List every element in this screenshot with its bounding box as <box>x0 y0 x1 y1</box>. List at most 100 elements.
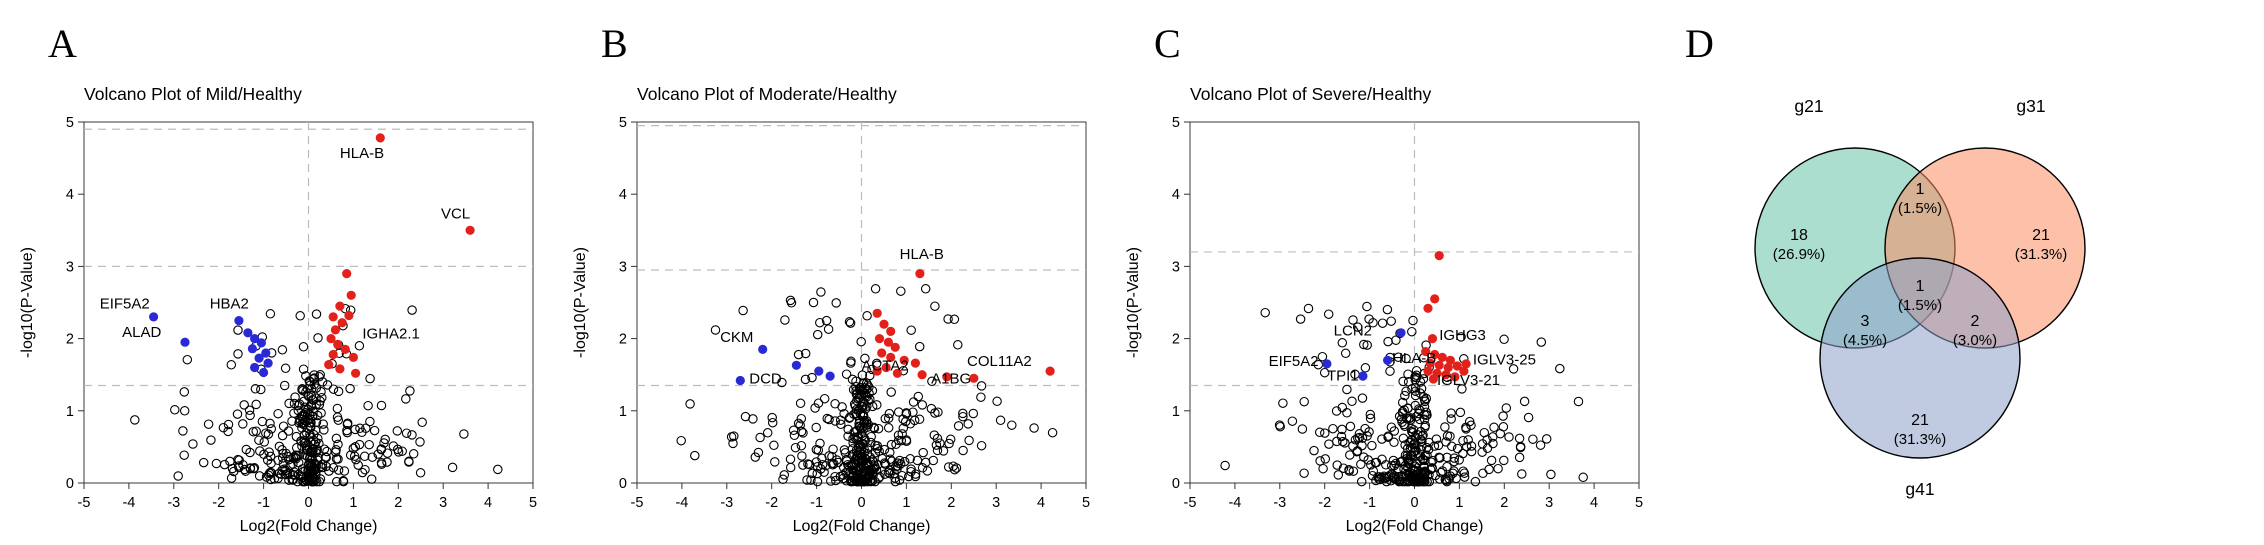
venn-region-labels: 18(26.9%)21(31.3%)21(31.3%)1(1.5%)3(4.5%… <box>1773 181 2068 448</box>
x-tick-label: -3 <box>1273 495 1286 511</box>
x-tick-label: 4 <box>484 495 492 511</box>
x-tick-label: -3 <box>167 495 180 511</box>
venn-set-label-g21: g21 <box>1794 96 1823 116</box>
y-tick-label: 3 <box>1172 259 1180 275</box>
gene-label: IGHG3 <box>1439 327 1486 344</box>
y-tick-label: 3 <box>66 259 74 275</box>
y-tick-label: 0 <box>1172 476 1180 492</box>
y-tick-label: 4 <box>1172 187 1180 203</box>
y-tick-label: 1 <box>619 404 627 420</box>
volcano-plot-mild-healthy: -5 -4 -3 -2 -1 0 1 2 3 4 5 0 1 2 3 4 5 HLA-B VCL EIF5A2 HBA2… <box>19 84 537 535</box>
x-tick-label: -5 <box>1184 495 1197 511</box>
panel-letter-a: A <box>48 21 77 66</box>
gene-label: EIF5A2 <box>100 295 150 312</box>
x-tick-label: 0 <box>857 495 865 511</box>
x-tick-label: -1 <box>810 495 823 511</box>
panel-d: D g21 g31 g41 18 (26.9%) 21 (31.3%) 21 (31.3%) 1(… <box>1659 0 2264 545</box>
gene-label: LCN2 <box>1334 323 1372 340</box>
y-tick-label: 4 <box>66 187 74 203</box>
y-axis-label: -log10(P-Value) <box>572 247 589 358</box>
x-tick-label: 5 <box>529 495 537 511</box>
gene-label: HBA2 <box>210 295 249 312</box>
background-points <box>130 303 503 487</box>
x-tick-label: 1 <box>349 495 357 511</box>
x-tick-label: 4 <box>1590 495 1598 511</box>
x-axis-label: Log2(Fold Change) <box>793 518 931 535</box>
gene-label: HLA-B <box>1392 350 1436 367</box>
x-tick-label: -1 <box>1363 495 1376 511</box>
upregulated-points <box>1421 251 1471 384</box>
x-tick-label: 0 <box>1410 495 1418 511</box>
y-tick-label: 1 <box>1172 404 1180 420</box>
x-tick-label: -4 <box>675 495 688 511</box>
panel-letter-b: B <box>601 21 628 66</box>
venn-set-label-g31: g31 <box>2016 96 2045 116</box>
volcano-plot-moderate-healthy: -5 -4 -3 -2 -1 0 1 2 3 4 5 0 1 2 3 4 5 HLA-B CKM ACTA2 DCD CO… <box>572 84 1090 535</box>
x-axis-label: Log2(Fold Change) <box>1346 518 1484 535</box>
panel-a: A -5 -4 -3 -2 -1 0 1 2 3 4 5 0 1 2 3 4 5 HLA-B VCL EIF5A2 HB… <box>0 0 553 545</box>
venn-count-g31: 21 <box>2032 227 2050 244</box>
plot-title: Volcano Plot of Moderate/Healthy <box>637 84 897 104</box>
x-tick-label: 3 <box>1545 495 1553 511</box>
gene-label: ALAD <box>122 324 161 341</box>
gene-label: CKM <box>720 329 753 346</box>
gene-label: TPI1 <box>1327 367 1359 384</box>
gene-label: COL11A2 <box>967 353 1032 370</box>
y-tick-label: 5 <box>1172 115 1180 131</box>
gene-label: IGLV3-25 <box>1473 352 1536 369</box>
panel-b: B -5 -4 -3 -2 -1 0 1 2 3 4 5 0 1 2 3 4 5 HLA-B CKM ACTA2 DCD… <box>553 0 1106 545</box>
plot-title: Volcano Plot of Severe/Healthy <box>1190 84 1432 104</box>
x-tick-label: 4 <box>1037 495 1045 511</box>
venn-pct-g31_g41: (3.0%) <box>1953 332 1997 349</box>
venn-count-g31_g41: 2 <box>1971 313 1980 330</box>
y-tick-label: 3 <box>619 259 627 275</box>
venn-count-g21: 18 <box>1790 227 1808 244</box>
background-points <box>1220 301 1588 487</box>
y-tick-label: 1 <box>66 404 74 420</box>
y-tick-label: 2 <box>619 332 627 348</box>
venn-count-g41: 21 <box>1911 412 1929 429</box>
x-tick-label: -2 <box>1318 495 1331 511</box>
x-tick-label: 2 <box>394 495 402 511</box>
x-tick-label: 2 <box>1500 495 1508 511</box>
x-tick-label: 3 <box>992 495 1000 511</box>
x-tick-label: -5 <box>78 495 91 511</box>
panel-c: C -5 -4 -3 -2 -1 0 1 2 3 4 5 0 1 2 3 4 5 LCN2 IGHG3 EIF5A2 T… <box>1106 0 1659 545</box>
x-tick-label: -4 <box>1228 495 1241 511</box>
venn-pct-g41: (31.3%) <box>1894 431 1947 448</box>
y-axis-label: -log10(P-Value) <box>1125 247 1142 358</box>
gene-label: DCD <box>749 370 782 387</box>
gene-label: ACTA2 <box>862 357 909 374</box>
gene-label: HLA-B <box>900 246 944 263</box>
venn-pct-center: (1.5%) <box>1898 297 1942 314</box>
y-tick-label: 5 <box>619 115 627 131</box>
x-tick-label: 5 <box>1082 495 1090 511</box>
venn-count-center: 1 <box>1916 278 1925 295</box>
downregulated-points <box>149 312 273 378</box>
venn-circle-g41 <box>1819 257 2021 459</box>
gene-labels: LCN2 IGHG3 EIF5A2 TPI1 HLA-B IGLV3-25 IGLV3-21 <box>1269 323 1536 389</box>
gene-labels: HLA-B VCL EIF5A2 HBA2 ALAD IGHA2.1 <box>100 145 470 343</box>
upregulated-points <box>872 269 1055 383</box>
plot-title: Volcano Plot of Mild/Healthy <box>84 84 302 104</box>
x-tick-label: 1 <box>1455 495 1463 511</box>
panel-letter-c: C <box>1154 21 1181 66</box>
x-tick-label: -5 <box>631 495 644 511</box>
venn-circles <box>1754 147 2086 459</box>
venn-diagram: g21 g31g4118(26.9%)21(31.3%)21(31.3%)1(1.… <box>1754 96 2086 499</box>
y-tick-label: 2 <box>66 332 74 348</box>
venn-pct-g21: (26.9%) <box>1773 246 1826 263</box>
venn-pct-g21_g31: (1.5%) <box>1898 200 1942 217</box>
axis-ticks: -5 -4 -3 -2 -1 0 1 2 3 4 5 0 1 2 3 4 5 <box>1172 115 1643 511</box>
y-tick-label: 0 <box>619 476 627 492</box>
x-tick-label: 5 <box>1635 495 1643 511</box>
background-points <box>676 284 1058 487</box>
x-tick-label: -3 <box>720 495 733 511</box>
upregulated-points <box>324 133 475 378</box>
gene-label: IGLV3-21 <box>1437 372 1500 389</box>
y-tick-label: 5 <box>66 115 74 131</box>
axis-ticks: -5 -4 -3 -2 -1 0 1 2 3 4 5 0 1 2 3 4 5 <box>619 115 1090 511</box>
x-tick-label: 3 <box>439 495 447 511</box>
